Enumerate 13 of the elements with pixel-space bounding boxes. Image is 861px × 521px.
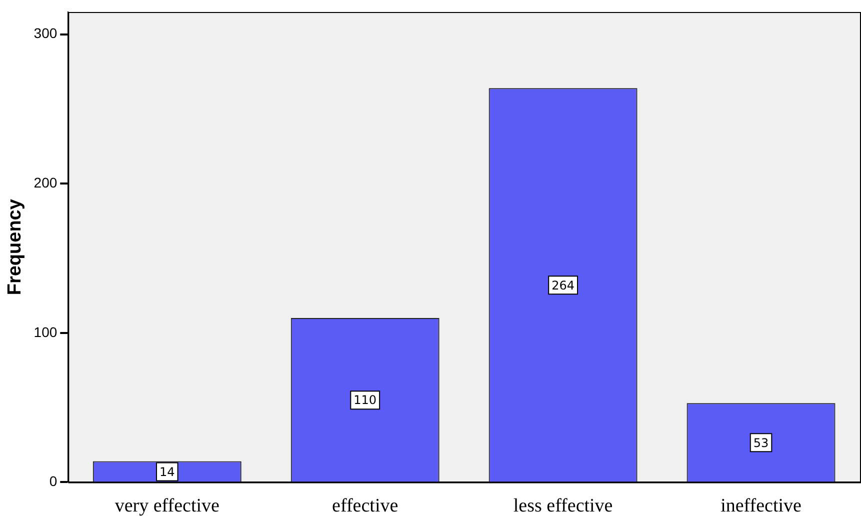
data-label: 264 <box>552 278 575 292</box>
y-tick-label: 300 <box>34 25 58 42</box>
x-tick-label: less effective <box>513 496 613 517</box>
x-tick-label: ineffective <box>720 496 802 517</box>
y-tick-label: 200 <box>34 174 58 191</box>
x-tick-label: effective <box>332 496 398 517</box>
y-axis-title: Frequency <box>4 198 26 296</box>
y-tick-label: 0 <box>49 473 58 490</box>
data-label: 53 <box>753 436 769 450</box>
data-label: 110 <box>354 393 377 408</box>
y-tick-label: 100 <box>34 324 58 340</box>
x-tick-label: very effective <box>114 496 220 517</box>
data-label: 14 <box>160 464 175 479</box>
